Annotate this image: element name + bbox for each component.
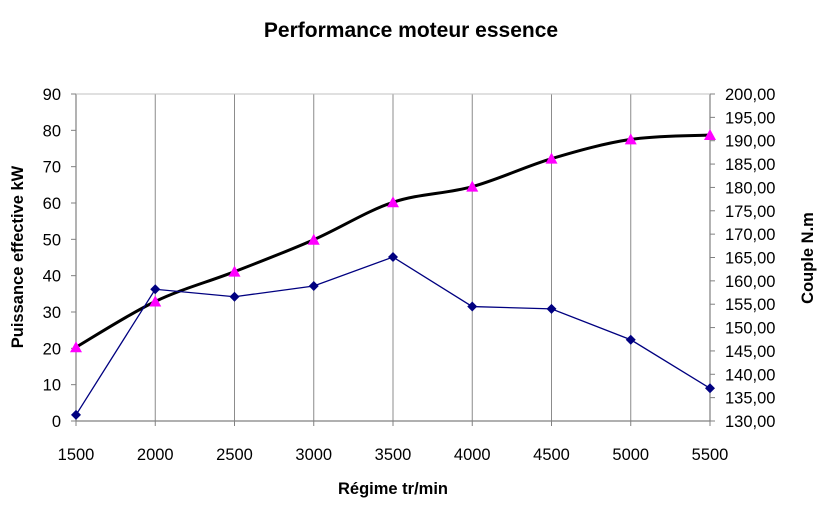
- y2-tick-labels: 130,00 135,00 140,00 145,00 150,00 155,00 160,…: [725, 86, 775, 431]
- series-0-point-5: [466, 180, 479, 192]
- y-tick-label-3: 30: [43, 304, 61, 322]
- series-1-point-6: [546, 303, 557, 314]
- series-0-point-0: [70, 341, 82, 353]
- x-tick-label-4: 3500: [375, 446, 412, 464]
- y2-tick-label-7: 165,00: [725, 250, 775, 268]
- series-1-point-4: [388, 252, 398, 263]
- series-1-point-0: [71, 409, 81, 420]
- series-0-point-7: [624, 133, 637, 145]
- x-tick-label-6: 4500: [533, 446, 570, 464]
- series-0-point-8: [704, 129, 716, 141]
- y2-tick-label-0: 130,00: [725, 413, 775, 431]
- series-layer: [70, 129, 716, 420]
- y2-tick-label-11: 185,00: [725, 156, 775, 174]
- y2-tick-label-4: 150,00: [725, 320, 775, 338]
- series-1-point-3: [308, 280, 319, 291]
- x-tick-label-5: 4000: [454, 446, 491, 464]
- series-0-point-4: [387, 196, 399, 208]
- x-tick-label-1: 2000: [137, 446, 174, 464]
- y-tick-label-8: 80: [43, 122, 61, 140]
- series-1-point-7: [625, 334, 636, 345]
- y2-tick-label-6: 160,00: [725, 273, 775, 291]
- y-tick-label-4: 40: [43, 268, 61, 286]
- x-tick-label-7: 5000: [612, 446, 649, 464]
- series-1-point-2: [229, 291, 240, 302]
- y-axis-label: Puissance effective kW: [9, 165, 27, 348]
- x-tick-label-0: 1500: [58, 446, 95, 464]
- y-tick-labels: 0 10 20 30 40 50 60 70 80 90: [43, 86, 61, 431]
- series-1-point-8: [705, 383, 715, 394]
- y2-axis-label: Couple N.m: [799, 212, 817, 304]
- x-tick-label-8: 5500: [692, 446, 729, 464]
- series-0-point-3: [307, 233, 320, 245]
- y-tick-label-1: 10: [43, 377, 61, 395]
- x-tick-label-3: 3000: [295, 446, 332, 464]
- y-tick-label-2: 20: [43, 340, 61, 358]
- y2-tick-label-12: 190,00: [725, 133, 775, 151]
- y-tick-label-7: 70: [43, 159, 61, 177]
- y2-tick-label-9: 175,00: [725, 203, 775, 221]
- y2-tick-label-2: 140,00: [725, 366, 775, 384]
- y2-tick-label-8: 170,00: [725, 226, 775, 244]
- series-1-point-1: [150, 284, 161, 295]
- series-0-point-1: [149, 295, 162, 307]
- x-axis-label: Régime tr/min: [338, 480, 448, 498]
- y2-tick-label-5: 155,00: [725, 296, 775, 314]
- y-tick-label-5: 50: [43, 231, 61, 249]
- y2-tick-label-13: 195,00: [725, 109, 775, 127]
- y2-tick-label-10: 180,00: [725, 179, 775, 197]
- y2-tick-label-3: 145,00: [725, 343, 775, 361]
- y2-tick-label-1: 135,00: [725, 390, 775, 408]
- series-1-point-5: [467, 301, 478, 312]
- y2-tick-label-14: 200,00: [725, 86, 775, 104]
- y-tick-label-9: 90: [43, 86, 61, 104]
- chart-title: Performance moteur essence: [264, 19, 558, 42]
- x-tick-label-2: 2500: [216, 446, 253, 464]
- x-tick-labels: 1500 2000 2500 3000 3500 4000 4500 5000 5500: [58, 446, 729, 464]
- y-tick-label-0: 0: [52, 413, 61, 431]
- series-0-point-6: [545, 152, 558, 164]
- series-0-point-2: [228, 265, 241, 277]
- y-tick-label-6: 60: [43, 195, 61, 213]
- axes: [71, 93, 715, 426]
